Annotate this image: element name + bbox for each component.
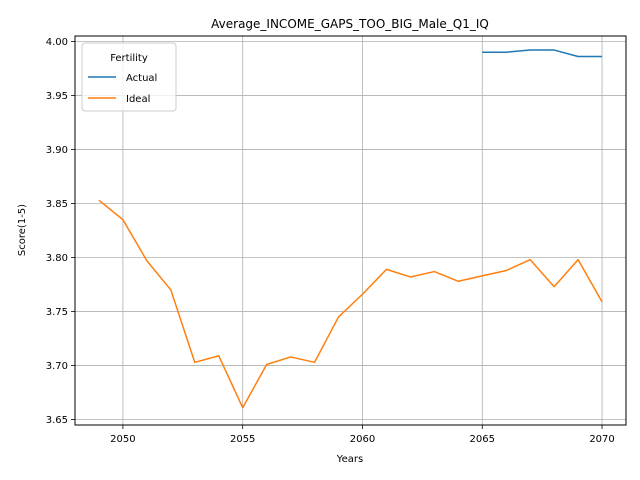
legend-label-actual: Actual (126, 73, 157, 84)
x-tick-label: 2065 (470, 434, 495, 445)
x-tick-label: 2060 (350, 434, 375, 445)
x-tick-label: 2050 (110, 434, 135, 445)
x-axis-ticks: 2050 2055 2060 2065 2070 (110, 425, 615, 445)
y-axis-title: Score(1-5) (17, 204, 28, 256)
legend-label-ideal: Ideal (126, 94, 150, 105)
x-axis-title: Years (336, 454, 363, 465)
legend-box (81, 42, 177, 112)
x-tick-label: 2055 (230, 434, 255, 445)
y-tick-label: 3.85 (46, 199, 68, 210)
y-tick-label: 4.00 (46, 37, 68, 48)
y-tick-label: 3.90 (46, 145, 68, 156)
legend: Fertility Actual Ideal (81, 42, 177, 112)
series-line-actual (482, 49, 603, 58)
legend-title: Fertility (110, 53, 148, 64)
plot-frame (74, 35, 627, 426)
y-tick-label: 3.70 (46, 361, 68, 372)
chart-title: Average_INCOME_GAPS_TOO_BIG_Male_Q1_IQ (211, 17, 489, 31)
grid-lines (75, 36, 626, 425)
y-axis-ticks: 3.65 3.70 3.75 3.80 3.85 3.90 3.95 4.00 (46, 37, 75, 426)
series-lines (98, 49, 603, 409)
x-tick-label: 2070 (589, 434, 614, 445)
y-tick-label: 3.80 (46, 253, 68, 264)
series-line-ideal (98, 199, 603, 409)
y-tick-label: 3.75 (46, 307, 68, 318)
y-tick-label: 3.65 (46, 415, 68, 426)
y-tick-label: 3.95 (46, 91, 68, 102)
